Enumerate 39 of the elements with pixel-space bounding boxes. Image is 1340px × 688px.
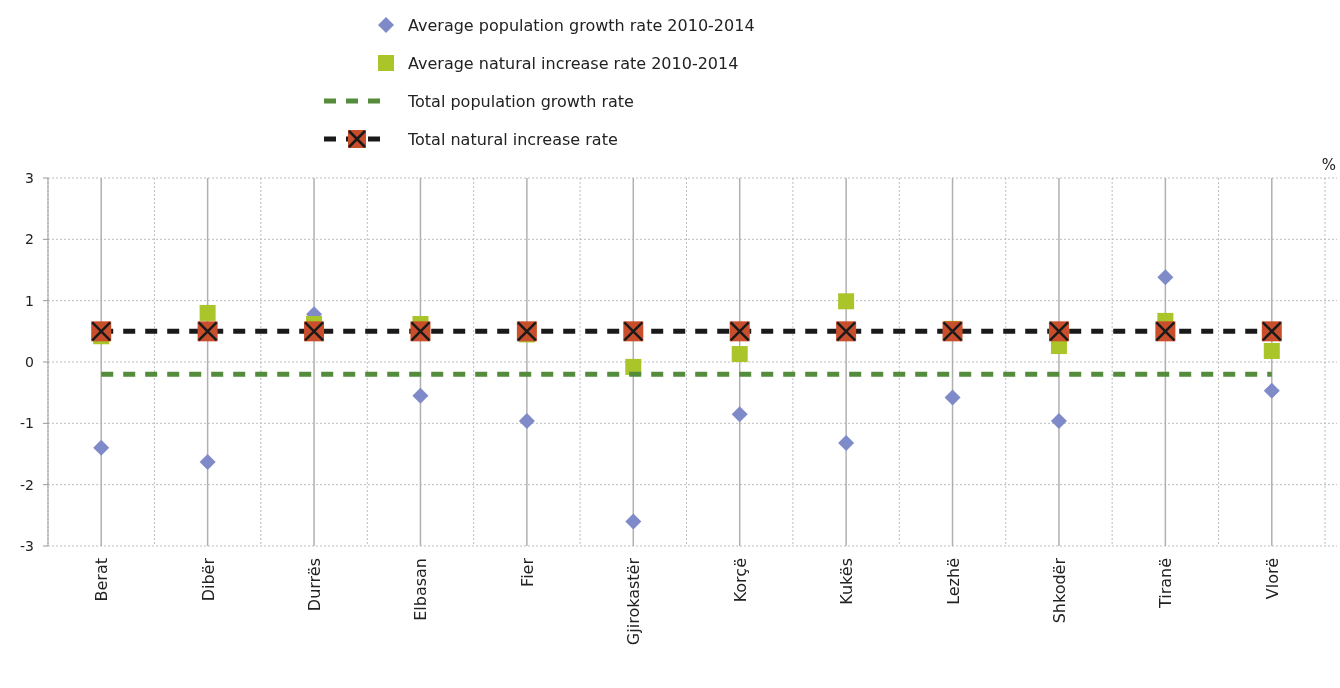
x-tick-label: Shkodër xyxy=(1049,557,1069,624)
legend-label: Total population growth rate xyxy=(407,91,634,111)
x-tick-label: Lezhë xyxy=(943,558,963,605)
point xyxy=(93,439,110,456)
x-tick-label: Berat xyxy=(92,558,112,602)
x-tick-label: Dibër xyxy=(198,557,218,602)
x-tick-label: Korçë xyxy=(730,558,750,603)
y-tick-label: 1 xyxy=(25,292,34,309)
point xyxy=(838,434,855,451)
x-tick-label: Vlorë xyxy=(1262,558,1282,600)
legend-label: Average natural increase rate 2010-2014 xyxy=(408,53,739,73)
point xyxy=(944,389,961,406)
point xyxy=(1263,342,1280,359)
x-tick-label: Fier xyxy=(517,557,537,587)
point xyxy=(731,406,748,423)
point xyxy=(1050,412,1067,429)
legend-label: Average population growth rate 2010-2014 xyxy=(408,15,755,35)
x-tick-label: Kukës xyxy=(837,558,857,605)
y-tick-label: -3 xyxy=(20,537,34,554)
y-tick-label: -2 xyxy=(20,476,34,493)
y-axis-title: % xyxy=(1321,156,1336,174)
point xyxy=(1157,269,1174,286)
x-tick-label: Durrës xyxy=(305,558,325,612)
x-tick-label: Tiranë xyxy=(1156,558,1176,610)
point xyxy=(731,346,748,363)
point xyxy=(518,412,535,429)
y-tick-label: -1 xyxy=(20,415,34,432)
x-tick-label: Elbasan xyxy=(411,558,431,621)
point xyxy=(199,453,216,470)
y-tick-label: 3 xyxy=(25,169,34,186)
y-tick-label: 0 xyxy=(25,353,34,370)
x-tick-label: Gjirokastër xyxy=(624,557,644,646)
point xyxy=(1263,382,1280,399)
point xyxy=(412,387,429,404)
legend-label: Total natural increase rate xyxy=(407,129,618,149)
y-tick-label: 2 xyxy=(25,231,34,248)
point xyxy=(625,513,642,530)
point xyxy=(199,304,216,321)
point xyxy=(838,293,855,310)
